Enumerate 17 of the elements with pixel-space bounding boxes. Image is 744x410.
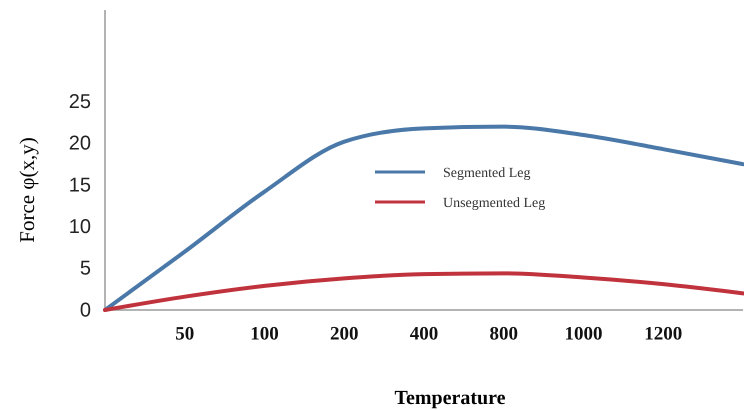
legend-label: Unsegmented Leg [443,196,546,211]
x-tick-label: 400 [410,323,438,344]
y-tick-label: 5 [80,258,91,280]
x-tick-label: 1200 [644,323,682,344]
y-tick-label: 15 [68,174,91,196]
y-tick-label: 25 [68,91,91,114]
y-tick-label: 10 [68,216,91,238]
x-tick-label: 200 [330,323,358,344]
x-axis-title: Temperature [394,387,506,409]
x-tick-label: 1000 [564,323,602,344]
y-tick-label: 20 [68,132,91,155]
x-tick-label: 800 [490,323,518,344]
y-tick-label: 0 [80,299,91,322]
y-axis-title: Force φ(x,y) [15,137,39,243]
x-tick-label: 50 [175,323,194,344]
legend-label: Segmented Leg [443,166,530,181]
x-tick-label: 100 [250,323,279,344]
